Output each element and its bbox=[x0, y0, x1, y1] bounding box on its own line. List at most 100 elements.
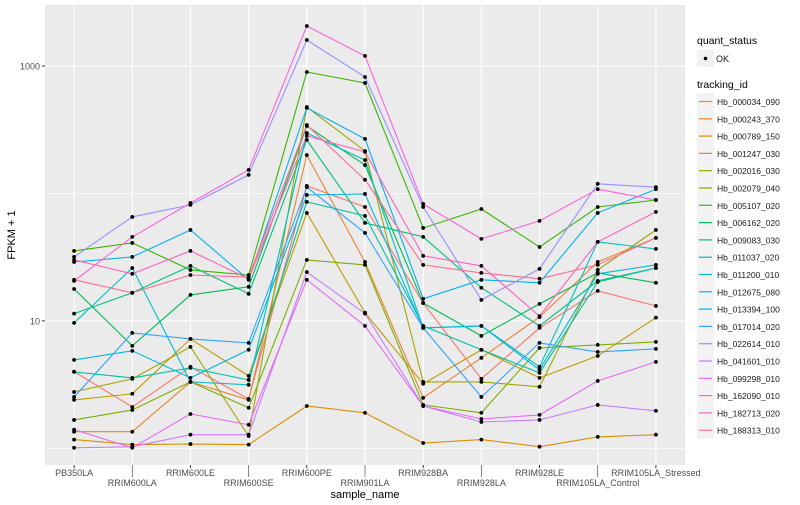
gridlines bbox=[45, 5, 685, 465]
data-point-Hb_099298_010 bbox=[72, 427, 76, 432]
data-point-Hb_000789_150 bbox=[188, 442, 193, 446]
data-point-Hb_182713_020 bbox=[537, 314, 542, 319]
legend-item: Hb_002079_040 bbox=[697, 179, 780, 197]
data-point-Hb_006162_020 bbox=[363, 163, 367, 167]
data-point-Hb_099298_010 bbox=[188, 412, 193, 416]
data-point-Hb_041601_010 bbox=[595, 403, 600, 407]
data-point-Hb_011037_020 bbox=[363, 214, 367, 218]
data-point-Hb_001247_030 bbox=[246, 374, 251, 378]
data-point-Hb_017014_020 bbox=[595, 350, 600, 354]
legend-item: Hb_011200_010 bbox=[697, 266, 780, 283]
data-point-Hb_188313_010 bbox=[363, 177, 367, 182]
data-point-Hb_012675_080 bbox=[479, 323, 484, 328]
data-point-Hb_005107_020 bbox=[537, 245, 542, 249]
data-point-Hb_182713_020 bbox=[72, 257, 76, 262]
legend-label: Hb_000243_370 bbox=[717, 114, 780, 124]
data-point-Hb_162090_010 bbox=[421, 202, 426, 206]
legend-label: Hb_006162_020 bbox=[717, 218, 780, 228]
data-point-Hb_099298_010 bbox=[654, 359, 658, 364]
data-point-Hb_002079_040 bbox=[595, 343, 600, 347]
data-point-Hb_002079_040 bbox=[654, 340, 658, 344]
data-point-Hb_002079_040 bbox=[479, 410, 484, 415]
data-point-Hb_013394_100 bbox=[479, 277, 484, 282]
legend-label: Hb_099298_010 bbox=[717, 374, 780, 384]
data-point-Hb_002079_040 bbox=[246, 405, 251, 410]
data-point-Hb_041601_010 bbox=[537, 418, 542, 422]
data-point-Hb_012675_080 bbox=[595, 271, 600, 276]
data-point-Hb_011200_010 bbox=[537, 364, 542, 369]
legend-label: Hb_009083_030 bbox=[717, 235, 780, 245]
data-point-Hb_017014_020 bbox=[188, 337, 193, 341]
data-point-Hb_188313_010 bbox=[246, 275, 251, 279]
data-point-Hb_005107_020 bbox=[595, 205, 600, 209]
data-point-Hb_005107_020 bbox=[363, 81, 367, 85]
data-point-Hb_009083_030 bbox=[421, 235, 426, 239]
data-point-Hb_041601_010 bbox=[363, 311, 367, 316]
data-point-Hb_001247_030 bbox=[72, 397, 76, 402]
data-point-Hb_006162_020 bbox=[421, 301, 426, 305]
data-point-Hb_182713_020 bbox=[421, 253, 426, 258]
data-point-Hb_017014_020 bbox=[654, 346, 658, 351]
data-point-Hb_041601_010 bbox=[304, 270, 309, 274]
data-point-Hb_012675_080 bbox=[363, 192, 367, 196]
data-point-Hb_000034_090 bbox=[654, 304, 658, 308]
legend-shape-title: quant_status bbox=[697, 35, 757, 47]
data-point-Hb_162090_010 bbox=[363, 54, 367, 58]
data-point-Hb_006162_020 bbox=[130, 343, 135, 348]
data-point-Hb_009083_030 bbox=[188, 264, 193, 268]
legend-item: Hb_000243_370 bbox=[697, 110, 780, 128]
data-point-Hb_182713_020 bbox=[188, 249, 193, 253]
legend-label: Hb_041601_010 bbox=[717, 357, 780, 367]
data-point-Hb_099298_010 bbox=[479, 417, 484, 421]
data-point-Hb_022614_010 bbox=[246, 172, 251, 177]
data-point-Hb_002016_030 bbox=[479, 380, 484, 384]
data-point-Hb_009083_030 bbox=[246, 291, 251, 296]
data-point-Hb_011037_020 bbox=[130, 375, 135, 380]
data-point-Hb_006162_020 bbox=[188, 292, 193, 297]
data-point-Hb_011037_020 bbox=[304, 200, 309, 204]
data-point-Hb_182713_020 bbox=[304, 133, 309, 138]
data-point-Hb_011200_010 bbox=[304, 131, 309, 135]
data-point-Hb_000789_150 bbox=[654, 432, 658, 437]
data-point-Hb_000243_370 bbox=[363, 260, 367, 264]
data-point-Hb_002016_030 bbox=[595, 268, 600, 272]
data-point-Hb_000789_150 bbox=[595, 434, 600, 439]
legend-item: Hb_000789_150 bbox=[697, 127, 780, 145]
data-point-Hb_000243_370 bbox=[479, 355, 484, 360]
data-point-Hb_006162_020 bbox=[654, 280, 658, 285]
x-tick-label: RRIM105LA_Stressed bbox=[611, 468, 701, 478]
data-point-Hb_002079_040 bbox=[130, 408, 135, 412]
data-point-Hb_022614_010 bbox=[595, 181, 600, 186]
y-axis: 10 1000 bbox=[20, 61, 45, 326]
legend-item: Hb_022614_010 bbox=[697, 335, 780, 353]
data-point-Hb_011037_020 bbox=[537, 370, 542, 375]
data-point-Hb_022614_010 bbox=[421, 205, 426, 209]
data-point-Hb_000243_370 bbox=[304, 153, 309, 157]
data-point-Hb_188313_010 bbox=[130, 290, 135, 295]
data-point-Hb_005107_020 bbox=[188, 268, 193, 272]
data-point-Hb_099298_010 bbox=[304, 277, 309, 282]
legend-label: Hb_017014_020 bbox=[717, 322, 780, 332]
data-point-Hb_011200_010 bbox=[654, 247, 658, 251]
data-point-Hb_188313_010 bbox=[479, 270, 484, 275]
x-axis-title: sample_name bbox=[330, 489, 399, 500]
data-point-Hb_012675_080 bbox=[188, 375, 193, 380]
data-point-Hb_005107_020 bbox=[421, 226, 426, 230]
data-point-Hb_000034_090 bbox=[479, 376, 484, 381]
data-point-Hb_162090_010 bbox=[595, 187, 600, 192]
data-point-Hb_017014_020 bbox=[363, 231, 367, 235]
data-point-Hb_000789_150 bbox=[246, 442, 251, 447]
data-point-Hb_182713_020 bbox=[654, 210, 658, 214]
data-point-Hb_000243_370 bbox=[421, 395, 426, 400]
data-point-Hb_182713_020 bbox=[595, 239, 600, 244]
data-point-Hb_000243_370 bbox=[130, 429, 135, 434]
data-point-Hb_006162_020 bbox=[479, 333, 484, 338]
data-point-Hb_011037_020 bbox=[246, 378, 251, 382]
data-point-Hb_000034_090 bbox=[363, 205, 367, 209]
data-point-Hb_001247_030 bbox=[130, 391, 135, 396]
data-point-Hb_188313_010 bbox=[304, 123, 309, 127]
data-point-Hb_162090_010 bbox=[537, 218, 542, 223]
data-point-Hb_009083_030 bbox=[72, 311, 76, 316]
data-point-Hb_012675_080 bbox=[304, 193, 309, 197]
